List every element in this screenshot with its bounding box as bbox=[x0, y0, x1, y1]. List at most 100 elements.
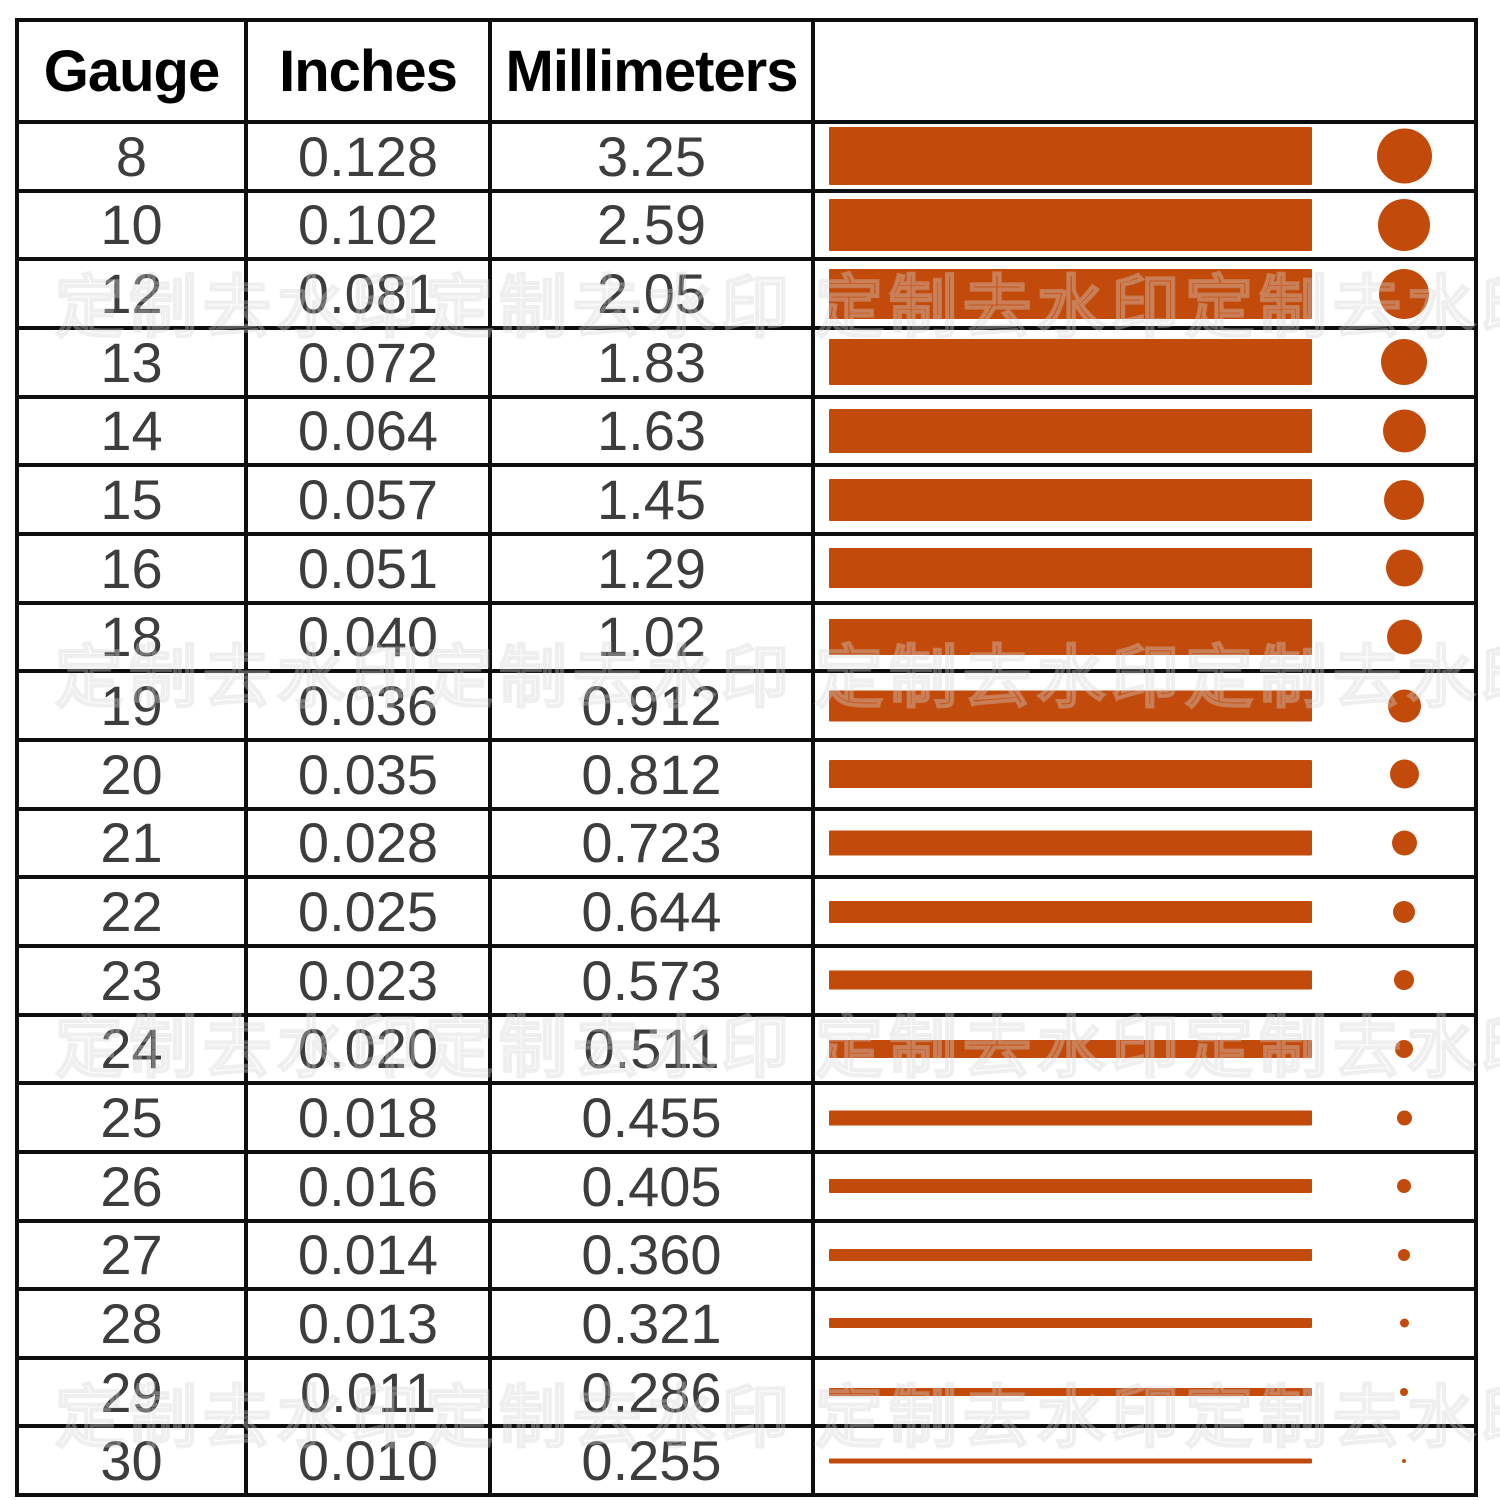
millimeters-value: 0.644 bbox=[492, 879, 815, 944]
millimeters-value: 1.45 bbox=[492, 467, 815, 532]
gauge-value: 18 bbox=[19, 604, 248, 670]
inches-value: 0.010 bbox=[248, 1428, 492, 1494]
millimeters-value: 0.812 bbox=[492, 741, 815, 807]
table-row: 27 0.014 0.360 bbox=[19, 1222, 1474, 1292]
gauge-value: 24 bbox=[19, 1016, 248, 1082]
inches-value: 0.057 bbox=[248, 467, 492, 532]
table-row: 8 0.128 3.25 bbox=[19, 124, 1474, 193]
wire-diameter-dot bbox=[1393, 900, 1415, 923]
table-row: 29 0.011 0.286 bbox=[19, 1359, 1474, 1429]
wire-thickness-bar bbox=[829, 198, 1312, 251]
wire-thickness-bar bbox=[829, 1110, 1312, 1126]
wire-diameter-dot bbox=[1376, 128, 1432, 184]
inches-value: 0.016 bbox=[248, 1153, 492, 1219]
millimeters-value: 0.455 bbox=[492, 1085, 815, 1150]
wire-diameter-dot bbox=[1397, 1179, 1411, 1194]
millimeters-value: 2.59 bbox=[492, 192, 815, 258]
wire-size-visual-cell bbox=[815, 1223, 1474, 1288]
wire-diameter-dot bbox=[1399, 1318, 1409, 1328]
wire-size-visual-cell bbox=[815, 1291, 1474, 1356]
millimeters-value: 1.63 bbox=[492, 398, 815, 464]
inches-value: 0.036 bbox=[248, 673, 492, 738]
gauge-value: 21 bbox=[19, 810, 248, 876]
inches-value: 0.020 bbox=[248, 1016, 492, 1082]
wire-diameter-dot bbox=[1394, 970, 1414, 991]
gauge-value: 26 bbox=[19, 1153, 248, 1219]
gauge-value: 23 bbox=[19, 947, 248, 1013]
gauge-value: 16 bbox=[19, 535, 248, 601]
wire-diameter-dot bbox=[1396, 1110, 1412, 1126]
inches-value: 0.025 bbox=[248, 879, 492, 944]
wire-diameter-dot bbox=[1395, 1039, 1413, 1058]
column-header-visual bbox=[815, 22, 1474, 120]
table-row: 18 0.040 1.02 bbox=[19, 604, 1474, 674]
wire-size-visual-cell bbox=[815, 1154, 1474, 1219]
gauge-value: 28 bbox=[19, 1291, 248, 1356]
wire-thickness-bar bbox=[829, 1248, 1312, 1261]
millimeters-value: 0.573 bbox=[492, 947, 815, 1013]
wire-size-visual-cell bbox=[815, 673, 1474, 738]
wire-thickness-bar bbox=[829, 1458, 1312, 1464]
gauge-value: 14 bbox=[19, 398, 248, 464]
wire-diameter-dot bbox=[1385, 549, 1423, 587]
inches-value: 0.128 bbox=[248, 124, 492, 189]
wire-diameter-dot bbox=[1378, 198, 1430, 251]
gauge-value: 30 bbox=[19, 1428, 248, 1494]
wire-size-visual-cell bbox=[815, 1428, 1474, 1493]
gauge-value: 20 bbox=[19, 741, 248, 807]
gauge-value: 15 bbox=[19, 467, 248, 532]
millimeters-value: 1.29 bbox=[492, 535, 815, 601]
table-row: 24 0.020 0.511 bbox=[19, 1016, 1474, 1086]
inches-value: 0.064 bbox=[248, 398, 492, 464]
gauge-value: 12 bbox=[19, 261, 248, 326]
gauge-value: 8 bbox=[19, 124, 248, 189]
wire-diameter-dot bbox=[1386, 619, 1422, 655]
millimeters-value: 0.405 bbox=[492, 1153, 815, 1219]
inches-value: 0.018 bbox=[248, 1085, 492, 1150]
wire-size-visual-cell bbox=[815, 124, 1474, 189]
inches-value: 0.081 bbox=[248, 261, 492, 326]
wire-thickness-bar bbox=[829, 900, 1312, 923]
wire-thickness-bar bbox=[829, 339, 1312, 386]
inches-value: 0.028 bbox=[248, 810, 492, 876]
wire-diameter-dot bbox=[1402, 1458, 1406, 1463]
gauge-value: 29 bbox=[19, 1359, 248, 1425]
inches-value: 0.040 bbox=[248, 604, 492, 670]
wire-thickness-bar bbox=[829, 830, 1312, 856]
inches-value: 0.014 bbox=[248, 1222, 492, 1288]
millimeters-value: 0.912 bbox=[492, 673, 815, 738]
millimeters-value: 2.05 bbox=[492, 261, 815, 326]
column-header-millimeters: Millimeters bbox=[492, 22, 815, 120]
wire-size-visual-cell bbox=[815, 879, 1474, 944]
inches-value: 0.072 bbox=[248, 329, 492, 395]
wire-thickness-bar bbox=[829, 760, 1312, 789]
millimeters-value: 0.723 bbox=[492, 810, 815, 876]
column-header-inches: Inches bbox=[248, 22, 492, 120]
wire-diameter-dot bbox=[1384, 479, 1424, 520]
wire-diameter-dot bbox=[1381, 339, 1427, 386]
millimeters-value: 0.321 bbox=[492, 1291, 815, 1356]
gauge-value: 27 bbox=[19, 1222, 248, 1288]
wire-size-visual-cell bbox=[815, 467, 1474, 532]
wire-size-visual-cell bbox=[815, 399, 1474, 464]
wire-size-visual-cell bbox=[815, 1360, 1474, 1425]
inches-value: 0.023 bbox=[248, 947, 492, 1013]
wire-diameter-dot bbox=[1379, 268, 1429, 319]
column-header-gauge: Gauge bbox=[19, 22, 248, 120]
inches-value: 0.035 bbox=[248, 741, 492, 807]
table-header-row: Gauge Inches Millimeters bbox=[19, 22, 1474, 124]
table-row: 13 0.072 1.83 bbox=[19, 329, 1474, 399]
table-body: 8 0.128 3.25 10 0.102 2.59 12 0.081 2.05… bbox=[19, 124, 1474, 1494]
millimeters-value: 0.286 bbox=[492, 1359, 815, 1425]
wire-diameter-dot bbox=[1400, 1388, 1408, 1397]
wire-thickness-bar bbox=[829, 970, 1312, 990]
millimeters-value: 0.360 bbox=[492, 1222, 815, 1288]
table-row: 28 0.013 0.321 bbox=[19, 1291, 1474, 1360]
wire-size-visual-cell bbox=[815, 742, 1474, 807]
wire-thickness-bar bbox=[829, 1039, 1312, 1058]
gauge-value: 25 bbox=[19, 1085, 248, 1150]
millimeters-value: 3.25 bbox=[492, 124, 815, 189]
wire-thickness-bar bbox=[829, 690, 1312, 722]
inches-value: 0.102 bbox=[248, 192, 492, 258]
